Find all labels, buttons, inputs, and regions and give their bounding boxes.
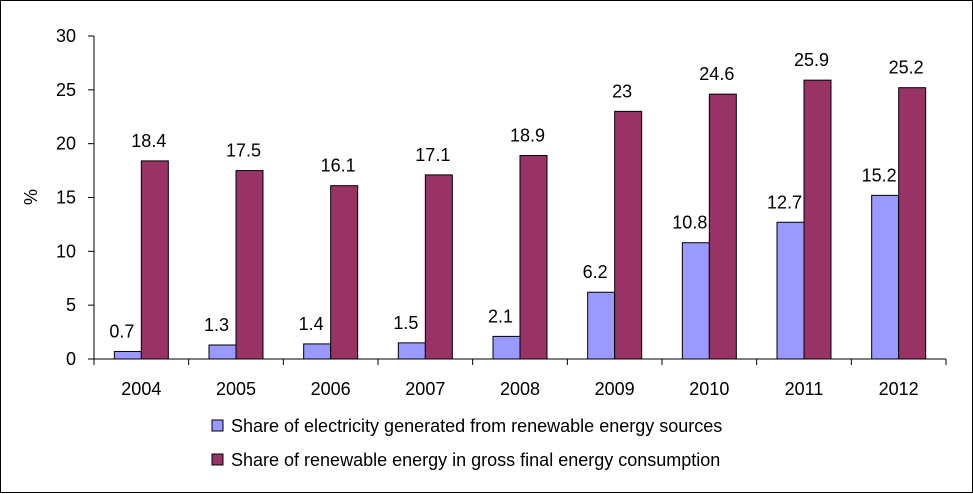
bar-series-1 bbox=[776, 221, 805, 360]
bar-series-1 bbox=[492, 335, 521, 360]
x-ticks: 2004 2005 2006 2007 2008 2009 2010 2011 2012 bbox=[93, 359, 947, 399]
x-tick-label: 2008 bbox=[500, 379, 540, 399]
data-label-series-1: 6.2 bbox=[583, 262, 608, 282]
data-label-series-2: 17.1 bbox=[415, 145, 450, 165]
bar-series-1 bbox=[303, 343, 332, 360]
bar-series-2 bbox=[803, 79, 832, 360]
x-tick-label: 2007 bbox=[405, 379, 445, 399]
bar-series-1 bbox=[681, 242, 710, 360]
y-tick-label: 20 bbox=[56, 134, 76, 154]
x-tick-label: 2004 bbox=[121, 379, 161, 399]
data-label-series-1: 2.1 bbox=[488, 306, 513, 326]
bar-series-2 bbox=[330, 185, 359, 360]
data-label-series-2: 18.9 bbox=[510, 126, 545, 146]
y-tick-label: 10 bbox=[56, 241, 76, 261]
legend: Share of electricity generated from rene… bbox=[211, 416, 722, 470]
y-tick-label: 15 bbox=[56, 188, 76, 208]
x-tick-label: 2010 bbox=[689, 379, 729, 399]
data-label-series-1: 10.8 bbox=[672, 213, 707, 233]
bar-series-2 bbox=[898, 87, 927, 360]
y-axis-label: % bbox=[21, 189, 41, 205]
legend-label-series-1: Share of electricity generated from rene… bbox=[231, 416, 722, 436]
y-tick-label: 25 bbox=[56, 80, 76, 100]
data-label-series-1: 1.3 bbox=[204, 315, 229, 335]
legend-label-series-2: Share of renewable energy in gross final… bbox=[231, 450, 720, 470]
data-label-series-2: 25.2 bbox=[889, 58, 924, 78]
x-tick-label: 2012 bbox=[879, 379, 919, 399]
bar-series-2 bbox=[519, 155, 548, 360]
data-label-series-2: 16.1 bbox=[321, 156, 356, 176]
bar-series-2 bbox=[614, 110, 643, 360]
y-tick-label: 0 bbox=[66, 349, 76, 369]
y-tick-label: 30 bbox=[56, 26, 76, 46]
bar-series-2 bbox=[708, 93, 737, 360]
bar-series-2 bbox=[140, 160, 169, 360]
bars bbox=[113, 79, 927, 360]
data-label-series-1: 1.5 bbox=[393, 313, 418, 333]
bar-series-1 bbox=[587, 291, 616, 360]
data-label-series-1: 15.2 bbox=[862, 165, 897, 185]
y-tick-label: 5 bbox=[66, 295, 76, 315]
data-label-series-1: 12.7 bbox=[767, 192, 802, 212]
bar-series-1 bbox=[208, 344, 237, 360]
data-label-series-2: 23 bbox=[612, 81, 632, 101]
legend-swatch-series-2 bbox=[211, 453, 224, 466]
data-label-series-2: 17.5 bbox=[226, 141, 261, 161]
y-ticks: 0 5 10 15 20 25 30 bbox=[56, 26, 94, 369]
data-label-series-1: 1.4 bbox=[299, 314, 324, 334]
bar-series-1 bbox=[871, 194, 900, 360]
bar-series-1 bbox=[397, 342, 426, 360]
data-label-series-2: 25.9 bbox=[794, 50, 829, 70]
bar-series-1 bbox=[113, 350, 142, 360]
data-label-series-2: 24.6 bbox=[699, 64, 734, 84]
data-labels: 0.7 1.3 1.4 1.5 2.1 6.2 10.8 12.7 15.2 18.4 17.5 16… bbox=[109, 50, 923, 341]
x-tick-label: 2005 bbox=[216, 379, 256, 399]
data-label-series-2: 18.4 bbox=[131, 131, 166, 151]
x-tick-label: 2006 bbox=[311, 379, 351, 399]
bar-series-2 bbox=[235, 170, 264, 360]
legend-swatch-series-1 bbox=[211, 419, 224, 432]
bar-series-2 bbox=[424, 174, 453, 360]
x-tick-label: 2009 bbox=[595, 379, 635, 399]
x-tick-label: 2011 bbox=[785, 379, 824, 399]
data-label-series-1: 0.7 bbox=[109, 321, 134, 341]
